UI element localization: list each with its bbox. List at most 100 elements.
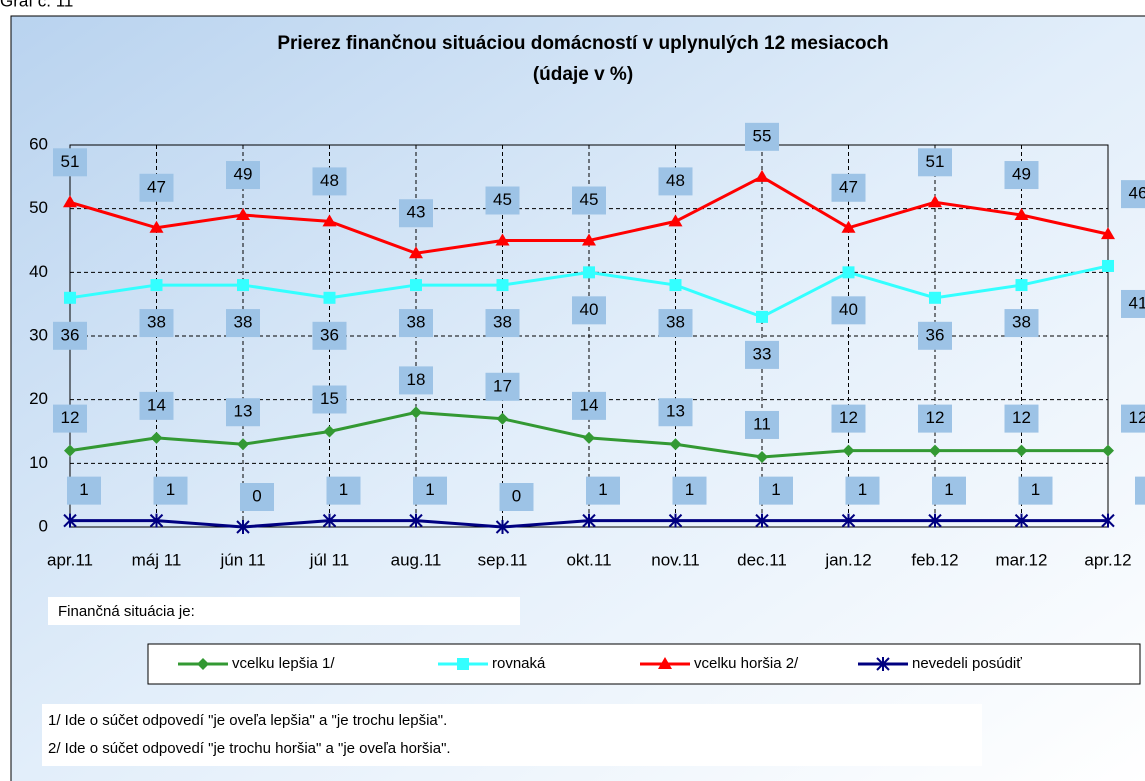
marker xyxy=(582,233,596,246)
marker xyxy=(63,513,77,528)
chart-title: Prierez finančnou situáciou domácností v… xyxy=(277,33,888,54)
marker xyxy=(457,658,469,670)
marker xyxy=(409,513,423,528)
marker xyxy=(669,279,682,292)
x-tick-label: jún 11 xyxy=(219,550,265,569)
data-label-box xyxy=(918,148,952,177)
data-label: 14 xyxy=(580,395,599,414)
data-label: 40 xyxy=(580,300,599,319)
marker xyxy=(841,513,856,528)
marker xyxy=(1015,444,1028,457)
marker xyxy=(756,310,768,323)
data-label: 47 xyxy=(839,177,858,196)
legend-title: Finančná situácia je: xyxy=(58,603,195,620)
legend-label: vcelku horšia 2/ xyxy=(694,655,799,672)
marker xyxy=(582,513,596,528)
data-label-box xyxy=(139,173,174,202)
x-tick-label: júl 11 xyxy=(309,550,349,569)
data-label: 38 xyxy=(147,313,166,332)
marker xyxy=(669,438,682,451)
x-tick-label: feb.12 xyxy=(911,550,958,569)
data-label-box xyxy=(312,167,347,196)
data-label: 41 xyxy=(1129,293,1145,312)
data-label-box xyxy=(1004,309,1039,338)
data-label: 38 xyxy=(666,313,685,332)
data-label: 15 xyxy=(320,389,339,408)
data-label-box xyxy=(226,161,260,190)
marker xyxy=(149,513,164,528)
data-label: 48 xyxy=(666,171,685,190)
data-label-box xyxy=(745,122,779,151)
marker xyxy=(237,279,249,292)
data-label-box xyxy=(485,372,520,401)
marker xyxy=(1015,279,1028,292)
data-label-box xyxy=(658,167,693,196)
data-label: 51 xyxy=(61,152,80,171)
data-label-box xyxy=(67,476,101,505)
marker xyxy=(1102,259,1114,272)
marker xyxy=(1102,444,1114,457)
data-label: 12 xyxy=(1129,408,1145,427)
legend-label: nevedeli posúdiť xyxy=(912,655,1022,672)
data-label-box xyxy=(1018,476,1053,505)
marker xyxy=(658,657,672,669)
marker xyxy=(1101,227,1115,240)
y-tick-label: 30 xyxy=(29,325,48,344)
data-label-box xyxy=(413,476,447,505)
data-label: 13 xyxy=(666,402,685,421)
data-label: 17 xyxy=(493,376,512,395)
marker xyxy=(1014,513,1029,528)
data-label-box xyxy=(226,398,260,427)
data-label-box xyxy=(1004,161,1039,190)
x-tick-label: sep.11 xyxy=(478,550,528,569)
data-label: 13 xyxy=(234,402,253,421)
data-label-box xyxy=(1121,180,1145,209)
marker xyxy=(495,520,510,534)
data-label: 0 xyxy=(512,486,521,505)
caption: Graf č. 11 xyxy=(0,0,73,10)
marker xyxy=(668,214,683,227)
data-label-box xyxy=(572,186,606,215)
data-label-box xyxy=(226,309,260,338)
data-label-box xyxy=(139,309,174,338)
marker xyxy=(755,513,769,528)
marker xyxy=(323,291,336,304)
legend-label: vcelku lepšia 1/ xyxy=(232,655,335,672)
marker xyxy=(496,412,509,425)
marker xyxy=(841,220,856,233)
marker xyxy=(928,195,942,208)
data-label: 55 xyxy=(753,126,772,145)
marker xyxy=(237,438,249,451)
marker xyxy=(410,279,422,292)
data-label: 1 xyxy=(339,480,348,499)
data-label-box xyxy=(53,148,87,177)
data-label: 36 xyxy=(61,325,80,344)
data-label-box xyxy=(918,321,952,350)
x-tick-label: aug.11 xyxy=(391,550,442,569)
marker xyxy=(1014,208,1029,221)
marker xyxy=(929,444,941,457)
data-label: 12 xyxy=(61,408,80,427)
data-label-box xyxy=(586,476,620,505)
marker xyxy=(410,406,422,419)
marker xyxy=(495,233,510,246)
data-label: 1 xyxy=(166,480,175,499)
marker xyxy=(236,520,250,534)
x-tick-label: okt.11 xyxy=(566,550,611,569)
data-label-box xyxy=(745,410,779,439)
data-label: 46 xyxy=(1129,184,1145,203)
x-tick-label: nov.11 xyxy=(651,550,700,569)
data-label: 49 xyxy=(234,165,253,184)
data-label: 45 xyxy=(580,190,599,209)
x-tick-label: mar.12 xyxy=(996,550,1048,569)
data-label-box xyxy=(1121,404,1145,433)
marker xyxy=(583,266,595,279)
data-label: 1 xyxy=(944,480,953,499)
data-label: 45 xyxy=(493,190,512,209)
marker xyxy=(842,444,855,457)
marker xyxy=(64,444,76,457)
data-label: 1 xyxy=(425,480,434,499)
data-label: 36 xyxy=(320,325,339,344)
